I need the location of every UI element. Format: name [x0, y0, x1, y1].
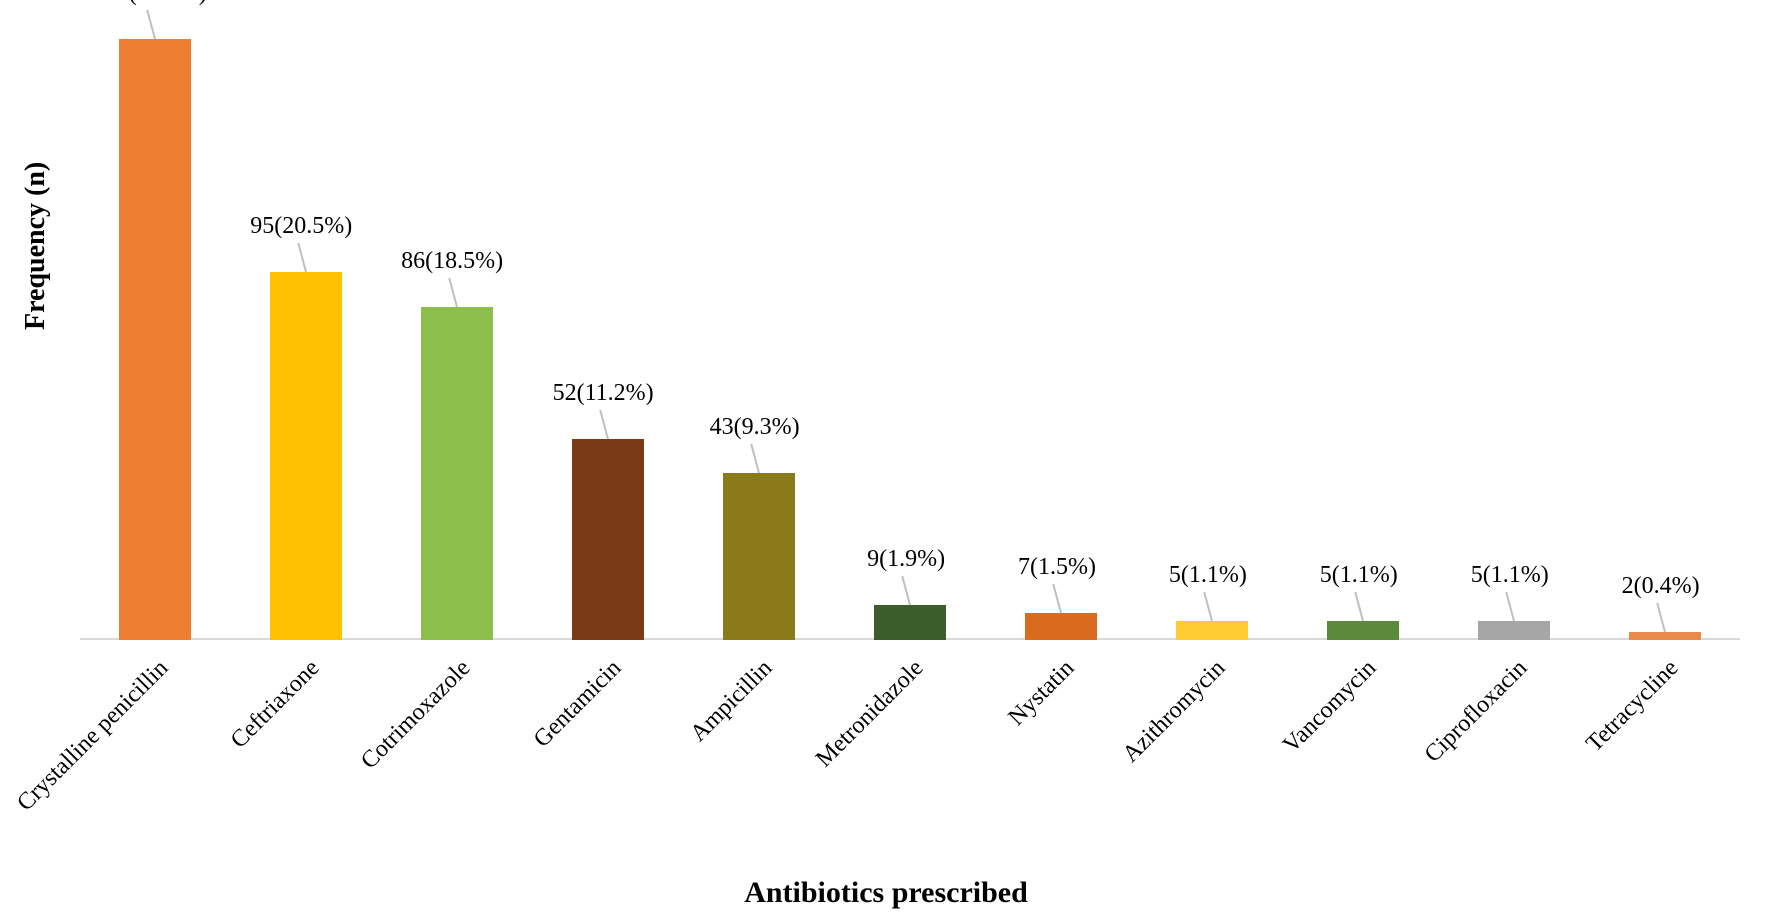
bars-container: 155(33.4%) 95(20.5%) 86(18.5%) 52(11.2%) 43(…: [80, 20, 1740, 640]
bar: [874, 605, 946, 640]
x-tick-label: Nystatin: [1003, 655, 1080, 732]
bar: [421, 307, 493, 640]
bar-value-label: 2(0.4%): [1622, 573, 1700, 600]
x-tick-label: Gentamicin: [529, 655, 627, 753]
tick-slot: Vancomycin: [1287, 640, 1438, 880]
bar-slot: 52(11.2%): [533, 20, 684, 640]
x-tick-label: Crystalline penicillin: [13, 655, 175, 817]
bar-value-label: 95(20.5%): [250, 213, 352, 240]
leader-line: [1052, 584, 1062, 613]
bar: [270, 272, 342, 640]
tick-slot: Nystatin: [985, 640, 1136, 880]
bar-slot: 86(18.5%): [382, 20, 533, 640]
tick-slot: Crystalline penicillin: [80, 640, 231, 880]
bar-value-label: 7(1.5%): [1018, 554, 1096, 581]
bar-value-label: 5(1.1%): [1169, 562, 1247, 589]
bar: [1478, 621, 1550, 640]
tick-slot: Tetracycline: [1589, 640, 1740, 880]
bar-value-label: 52(11.2%): [553, 380, 654, 407]
y-axis-title: Frequency (n): [20, 162, 52, 330]
tick-slot: Ceftriaxone: [231, 640, 382, 880]
leader-line: [1203, 591, 1213, 620]
bar-value-label: 5(1.1%): [1471, 562, 1549, 589]
bar-value-label: 9(1.9%): [867, 546, 945, 573]
leader-line: [298, 243, 308, 272]
x-tick-label: Vancomycin: [1278, 655, 1382, 759]
tick-slot: Azithromycin: [1136, 640, 1287, 880]
bar: [1327, 621, 1399, 640]
x-tick-label: Ampicillin: [686, 655, 779, 748]
bar-slot: 5(1.1%): [1287, 20, 1438, 640]
leader-line: [750, 444, 760, 473]
x-axis-title: Antibiotics prescribed: [0, 876, 1772, 910]
leader-line: [901, 576, 911, 605]
leader-line: [1354, 591, 1364, 620]
bar-value-label: 43(9.3%): [710, 414, 800, 441]
leader-line: [449, 278, 459, 307]
leader-line: [599, 409, 609, 438]
bar-slot: 7(1.5%): [985, 20, 1136, 640]
plot-area: 155(33.4%) 95(20.5%) 86(18.5%) 52(11.2%) 43(…: [80, 20, 1740, 640]
x-tick-label: Tetracycline: [1581, 655, 1684, 758]
bar: [1629, 632, 1701, 640]
bar: [119, 39, 191, 640]
bar-slot: 2(0.4%): [1589, 20, 1740, 640]
tick-slot: Gentamicin: [533, 640, 684, 880]
bar: [572, 439, 644, 641]
chart: Frequency (n) 155(33.4%) 95(20.5%) 86(18.5…: [0, 0, 1772, 920]
bar-slot: 9(1.9%): [835, 20, 986, 640]
leader-line: [1656, 603, 1666, 632]
bar-slot: 5(1.1%): [1438, 20, 1589, 640]
bar-slot: 95(20.5%): [231, 20, 382, 640]
tick-slot: Cotrimoxazole: [382, 640, 533, 880]
bar-value-label: 86(18.5%): [401, 248, 503, 275]
leader-line: [147, 10, 157, 39]
bar: [723, 473, 795, 640]
tick-slot: Metronidazole: [835, 640, 986, 880]
bar-slot: 155(33.4%): [80, 20, 231, 640]
bar-slot: 5(1.1%): [1136, 20, 1287, 640]
x-tick-label: Ceftriaxone: [226, 655, 325, 754]
tick-slot: Ampicillin: [684, 640, 835, 880]
bar-value-label: 5(1.1%): [1320, 562, 1398, 589]
leader-line: [1505, 591, 1515, 620]
bar: [1176, 621, 1248, 640]
bar: [1025, 613, 1097, 640]
tick-slot: Ciprofloxacin: [1438, 640, 1589, 880]
x-tick-labels: Crystalline penicillinCeftriaxoneCotrimo…: [80, 640, 1740, 880]
bar-value-label: 155(33.4%): [93, 0, 207, 7]
bar-slot: 43(9.3%): [684, 20, 835, 640]
